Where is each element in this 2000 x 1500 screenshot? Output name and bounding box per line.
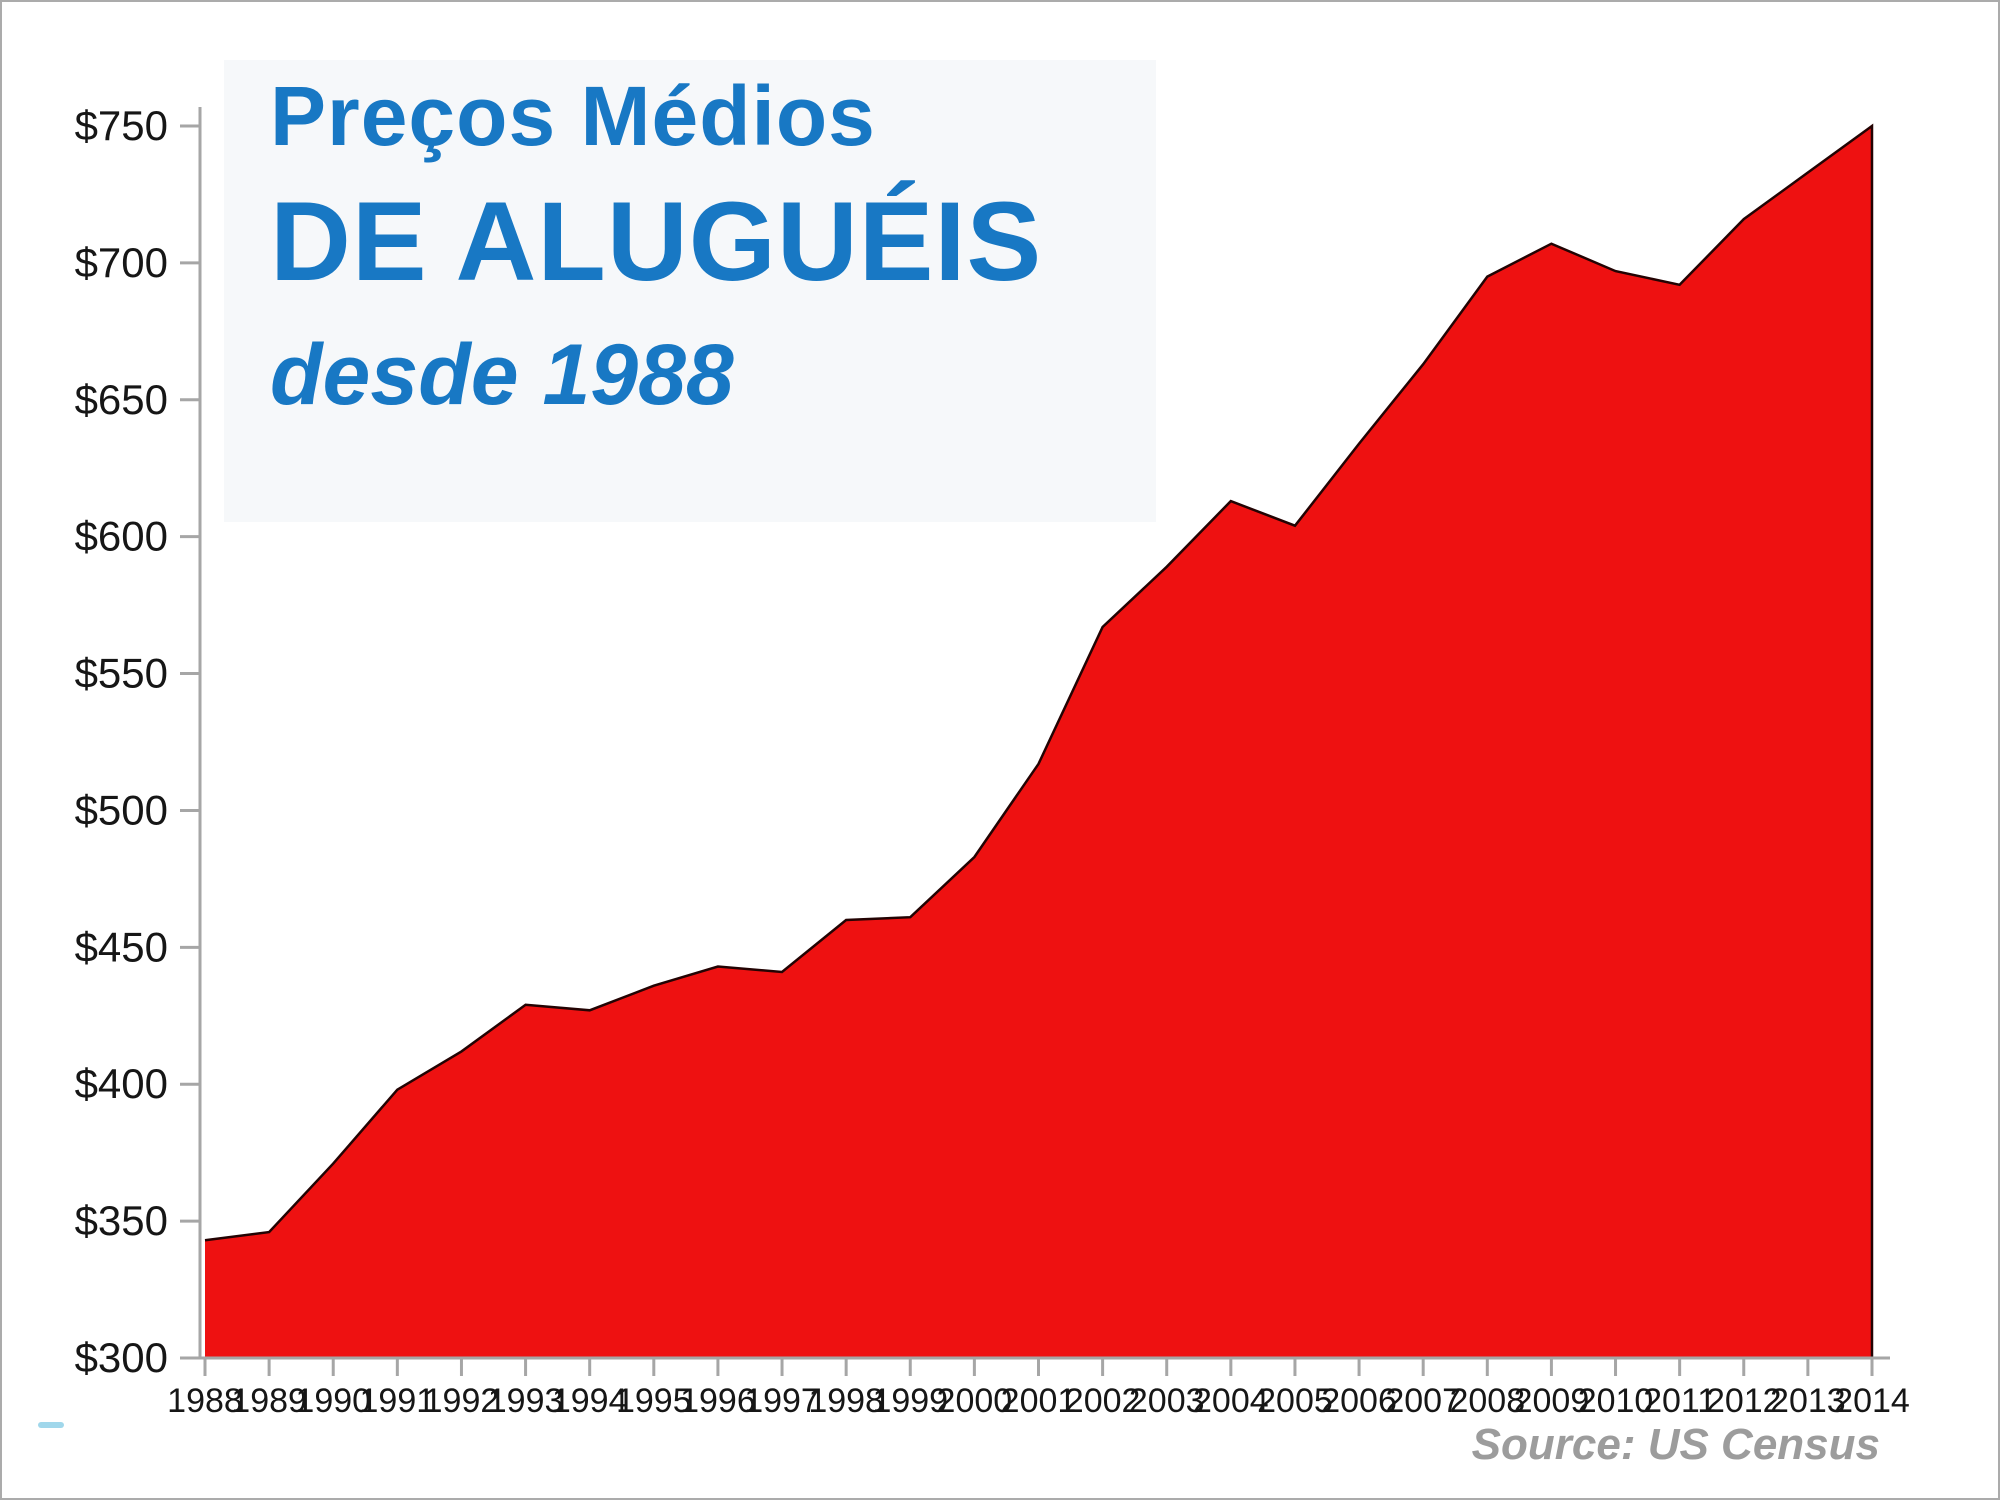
x-tick-label: 1997 — [744, 1382, 820, 1420]
x-tick-label: 1995 — [616, 1382, 692, 1420]
x-tick-label: 2000 — [937, 1382, 1013, 1420]
x-tick-label: 1998 — [808, 1382, 884, 1420]
y-tick-label: $450 — [75, 923, 168, 970]
y-tick-label: $500 — [75, 786, 168, 833]
x-tick-label: 2006 — [1321, 1382, 1397, 1420]
x-tick-label: 2013 — [1770, 1382, 1846, 1420]
y-tick-label: $750 — [75, 102, 168, 149]
x-tick-label: 2002 — [1065, 1382, 1141, 1420]
rent-area-fill — [205, 126, 1872, 1358]
x-tick-label: 2009 — [1514, 1382, 1590, 1420]
source-caption: Source: US Census — [1471, 1420, 1880, 1469]
x-tick-label: 2003 — [1129, 1382, 1205, 1420]
x-tick-label: 1992 — [424, 1382, 500, 1420]
x-tick-label: 2014 — [1834, 1382, 1910, 1420]
y-tick-label: $650 — [75, 376, 168, 423]
y-tick-label: $550 — [75, 650, 168, 697]
y-tick-label: $400 — [75, 1060, 168, 1107]
x-tick-label: 2008 — [1449, 1382, 1525, 1420]
title-backdrop-panel — [224, 60, 1156, 522]
y-tick-label: $600 — [75, 513, 168, 560]
rent-area-outline — [204, 123, 1874, 1358]
x-tick-label: 2010 — [1578, 1382, 1654, 1420]
x-tick-label: 2001 — [1001, 1382, 1077, 1420]
y-tick-label: $300 — [75, 1334, 168, 1381]
x-tick-label: 1996 — [680, 1382, 756, 1420]
y-tick-label: $700 — [75, 239, 168, 286]
x-tick-label: 2007 — [1385, 1382, 1461, 1420]
x-tick-label: 1993 — [488, 1382, 564, 1420]
x-tick-label: 1990 — [295, 1382, 371, 1420]
blue-artifact-dash — [38, 1422, 64, 1428]
x-tick-label: 2011 — [1643, 1382, 1716, 1420]
x-tick-label: 1989 — [231, 1382, 307, 1420]
x-tick-label: 2004 — [1193, 1382, 1269, 1420]
x-tick-label: 1999 — [872, 1382, 948, 1420]
y-tick-label: $350 — [75, 1197, 168, 1244]
x-tick-label: 1994 — [552, 1382, 628, 1420]
x-tick-label: 2012 — [1706, 1382, 1782, 1420]
x-tick-label: 1988 — [167, 1382, 243, 1420]
x-tick-label: 1991 — [360, 1382, 436, 1420]
x-tick-label: 2005 — [1257, 1382, 1333, 1420]
